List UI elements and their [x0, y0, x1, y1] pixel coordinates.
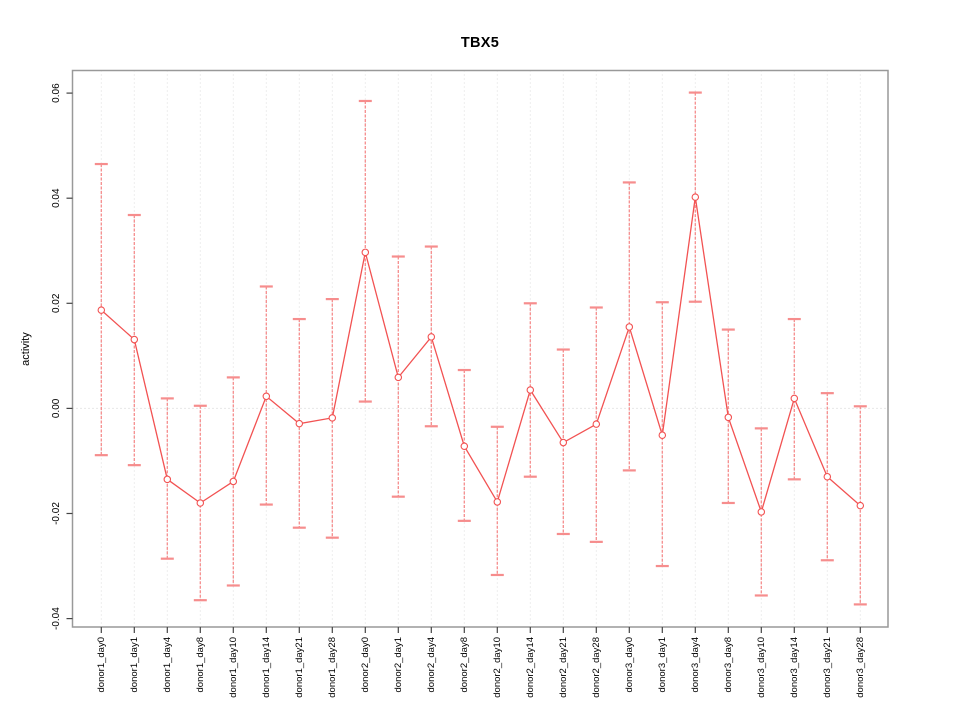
x-tick-label: donor3_day21: [822, 637, 833, 698]
data-point: [823, 472, 832, 481]
x-tick-label: donor3_day0: [624, 637, 635, 692]
data-point: [724, 413, 733, 422]
x-tick-label: donor1_day10: [228, 637, 239, 698]
data-point: [163, 475, 172, 484]
data-point: [592, 420, 601, 428]
data-point: [394, 373, 403, 382]
data-point: [97, 306, 106, 314]
data-point: [196, 499, 205, 507]
x-tick-label: donor2_day14: [525, 637, 536, 698]
data-point: [229, 477, 238, 486]
data-point: [658, 431, 667, 439]
y-tick-label: 0.04: [51, 188, 62, 208]
x-tick-label: donor2_day0: [360, 637, 371, 692]
y-tick-label: 0.02: [51, 293, 62, 313]
data-point: [625, 323, 634, 331]
plot-box: [71, 69, 889, 628]
data-point: [526, 386, 535, 394]
data-point: [361, 248, 370, 257]
y-tick-label: -0.04: [51, 607, 62, 630]
x-tick-label: donor1_day1: [129, 637, 140, 692]
x-tick-label: donor1_day28: [327, 637, 338, 698]
x-tick-label: donor2_day10: [492, 637, 503, 698]
data-point: [130, 335, 139, 344]
x-tick-label: donor1_day0: [96, 637, 107, 692]
x-tick-label: donor1_day4: [162, 637, 173, 692]
y-tick-label: 0.06: [51, 83, 62, 103]
x-tick-label: donor3_day10: [756, 637, 767, 698]
x-tick-label: donor2_day21: [558, 637, 569, 698]
data-point: [790, 394, 799, 403]
y-tick-label: 0.00: [51, 398, 62, 418]
x-tick-label: donor3_day8: [723, 637, 734, 692]
data-point: [856, 501, 865, 510]
data-point: [460, 442, 469, 450]
x-tick-label: donor2_day4: [426, 637, 437, 692]
x-tick-label: donor2_day8: [459, 637, 470, 692]
data-point: [691, 193, 700, 201]
x-tick-label: donor3_day4: [690, 637, 701, 692]
data-point: [427, 333, 436, 341]
data-point: [328, 414, 337, 422]
data-point: [559, 438, 568, 447]
x-tick-label: donor2_day1: [393, 637, 404, 692]
x-tick-label: donor3_day14: [789, 637, 800, 698]
y-tick-label: -0.02: [51, 502, 62, 525]
chart-title: TBX5: [460, 35, 500, 51]
x-tick-label: donor1_day21: [294, 637, 305, 698]
data-point: [295, 419, 304, 428]
x-tick-label: donor1_day8: [195, 637, 206, 692]
x-tick-label: donor3_day1: [657, 637, 668, 692]
data-point: [493, 498, 502, 506]
x-tick-label: donor1_day14: [261, 637, 272, 698]
data-point: [262, 392, 271, 401]
data-point: [757, 508, 766, 516]
x-tick-label: donor2_day28: [591, 637, 602, 698]
series-line: [100, 197, 861, 515]
x-tick-label: donor3_day28: [855, 637, 866, 698]
